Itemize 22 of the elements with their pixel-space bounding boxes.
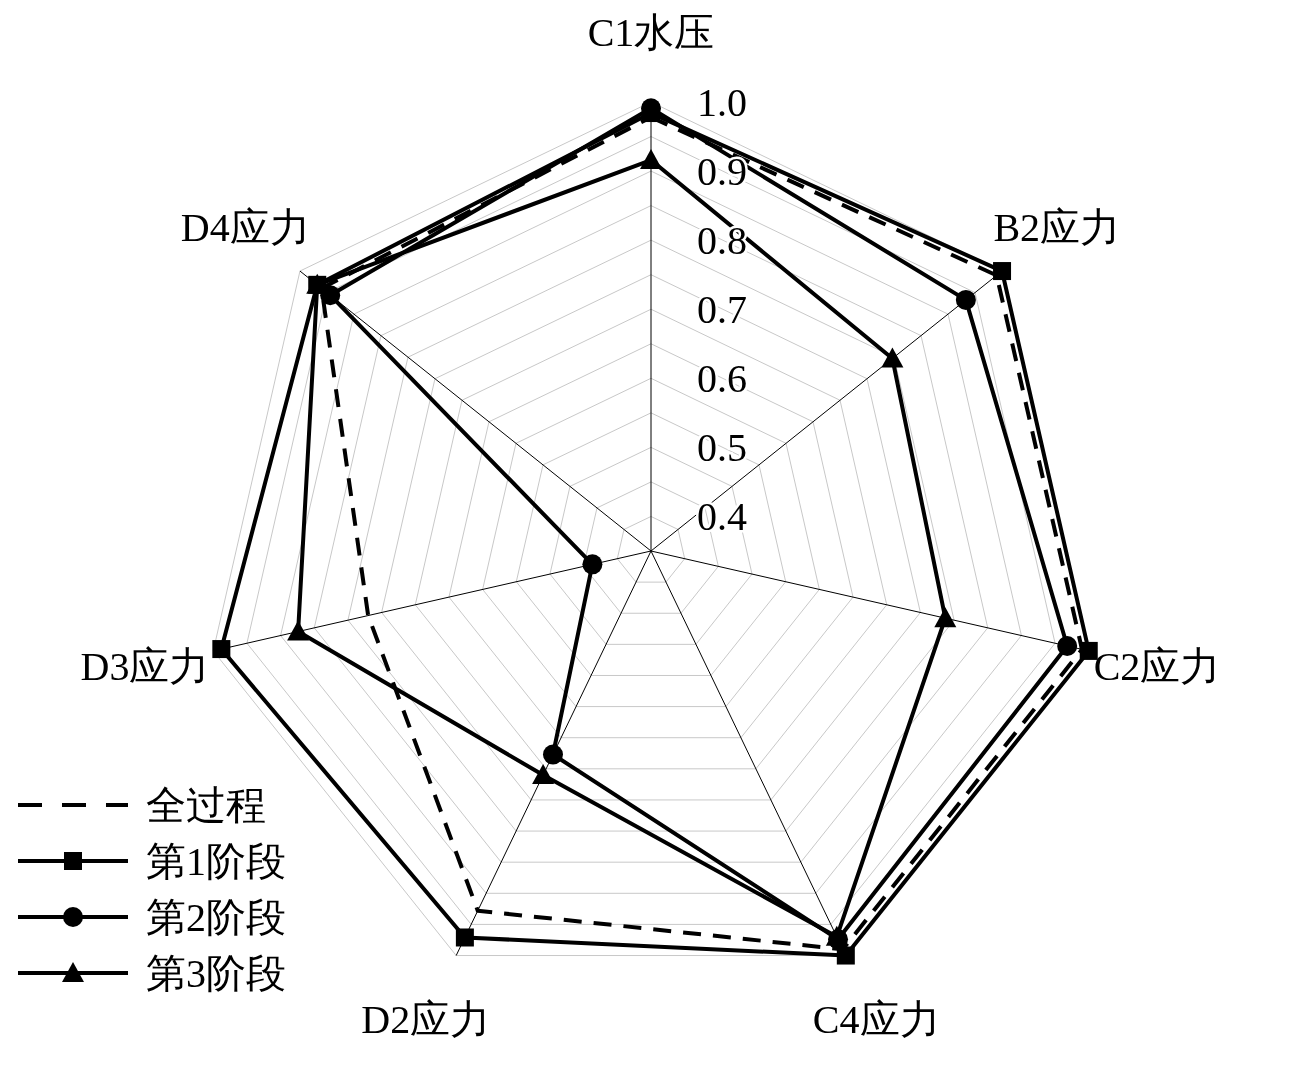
spoke-label: B2应力 — [993, 205, 1121, 251]
legend-第3阶段: 第3阶段 — [18, 951, 286, 996]
y-tick-label: 0.4 — [697, 494, 747, 540]
y-tick-label: 1.0 — [697, 80, 747, 125]
spoke-label: C4应力 — [812, 996, 940, 1042]
y-tick-label: 0.8 — [697, 218, 747, 264]
legend-label: 全过程 — [146, 783, 266, 828]
spoke-label: D2应力 — [361, 996, 491, 1042]
y-tick-label: 0.7 — [697, 287, 747, 333]
spoke-label: D3应力 — [80, 644, 210, 690]
legend-全过程: 全过程 — [18, 783, 266, 828]
spoke-label: C1水压 — [587, 10, 715, 55]
y-tick-label: 0.9 — [697, 149, 747, 195]
y-tick-label: 0.6 — [697, 356, 747, 402]
spoke-label: D4应力 — [180, 205, 310, 251]
y-tick-label: 0.5 — [697, 425, 747, 471]
legend-第1阶段: 第1阶段 — [18, 839, 286, 884]
legend-label: 第3阶段 — [146, 951, 286, 996]
spoke-label: C2应力 — [1093, 644, 1221, 690]
legend-label: 第2阶段 — [146, 895, 286, 940]
legend-label: 第1阶段 — [146, 839, 286, 884]
legend-第2阶段: 第2阶段 — [18, 895, 286, 940]
